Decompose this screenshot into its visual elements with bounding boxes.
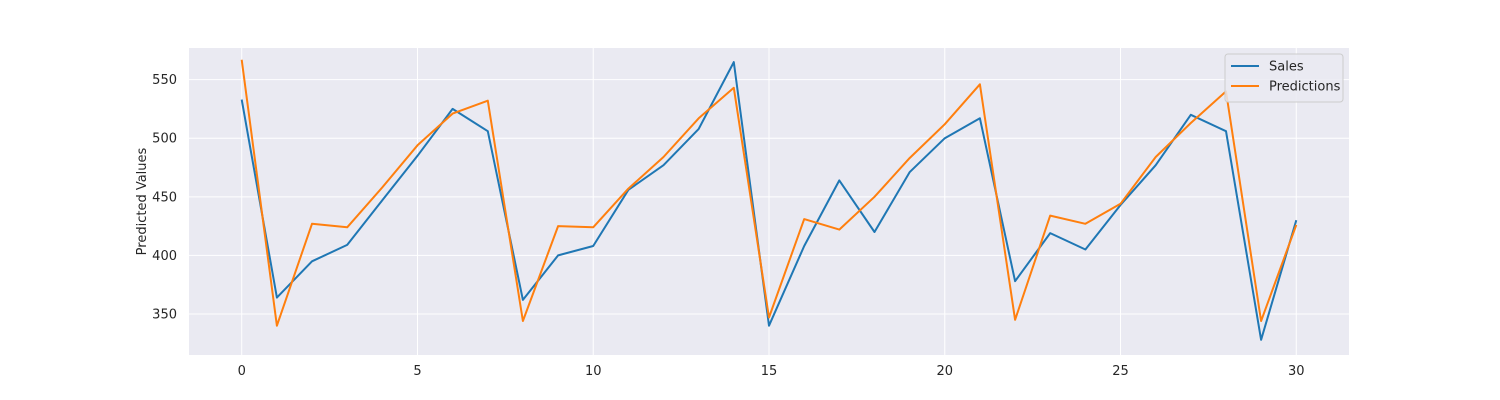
y-tick-label: 400 [152, 249, 177, 264]
series-layer [240, 59, 1298, 341]
x-tick-label: 15 [761, 364, 778, 379]
y-axis: 350 400 450 500 550 [152, 73, 177, 322]
x-axis: 0 5 10 15 20 25 30 [238, 364, 1305, 379]
series-predictions [240, 59, 1298, 327]
series-line-sales [240, 61, 1298, 341]
y-tick-label: 350 [152, 307, 177, 322]
x-tick-label: 30 [1288, 364, 1305, 379]
series-sales [240, 61, 1298, 341]
x-tick-label: 5 [413, 364, 421, 379]
y-axis-label: Predicted Values [135, 147, 150, 255]
grid [189, 48, 1349, 355]
y-tick-label: 500 [152, 132, 177, 147]
series-line-predictions [240, 59, 1298, 327]
y-tick-label: 450 [152, 190, 177, 205]
legend-label: Sales [1269, 60, 1304, 75]
legend-label: Predictions [1269, 80, 1341, 95]
x-tick-label: 10 [585, 364, 602, 379]
legend: Sales Predictions [1224, 53, 1344, 103]
x-tick-label: 25 [1112, 364, 1129, 379]
x-tick-label: 20 [936, 364, 953, 379]
y-tick-label: 550 [152, 73, 177, 88]
x-tick-label: 0 [238, 364, 246, 379]
